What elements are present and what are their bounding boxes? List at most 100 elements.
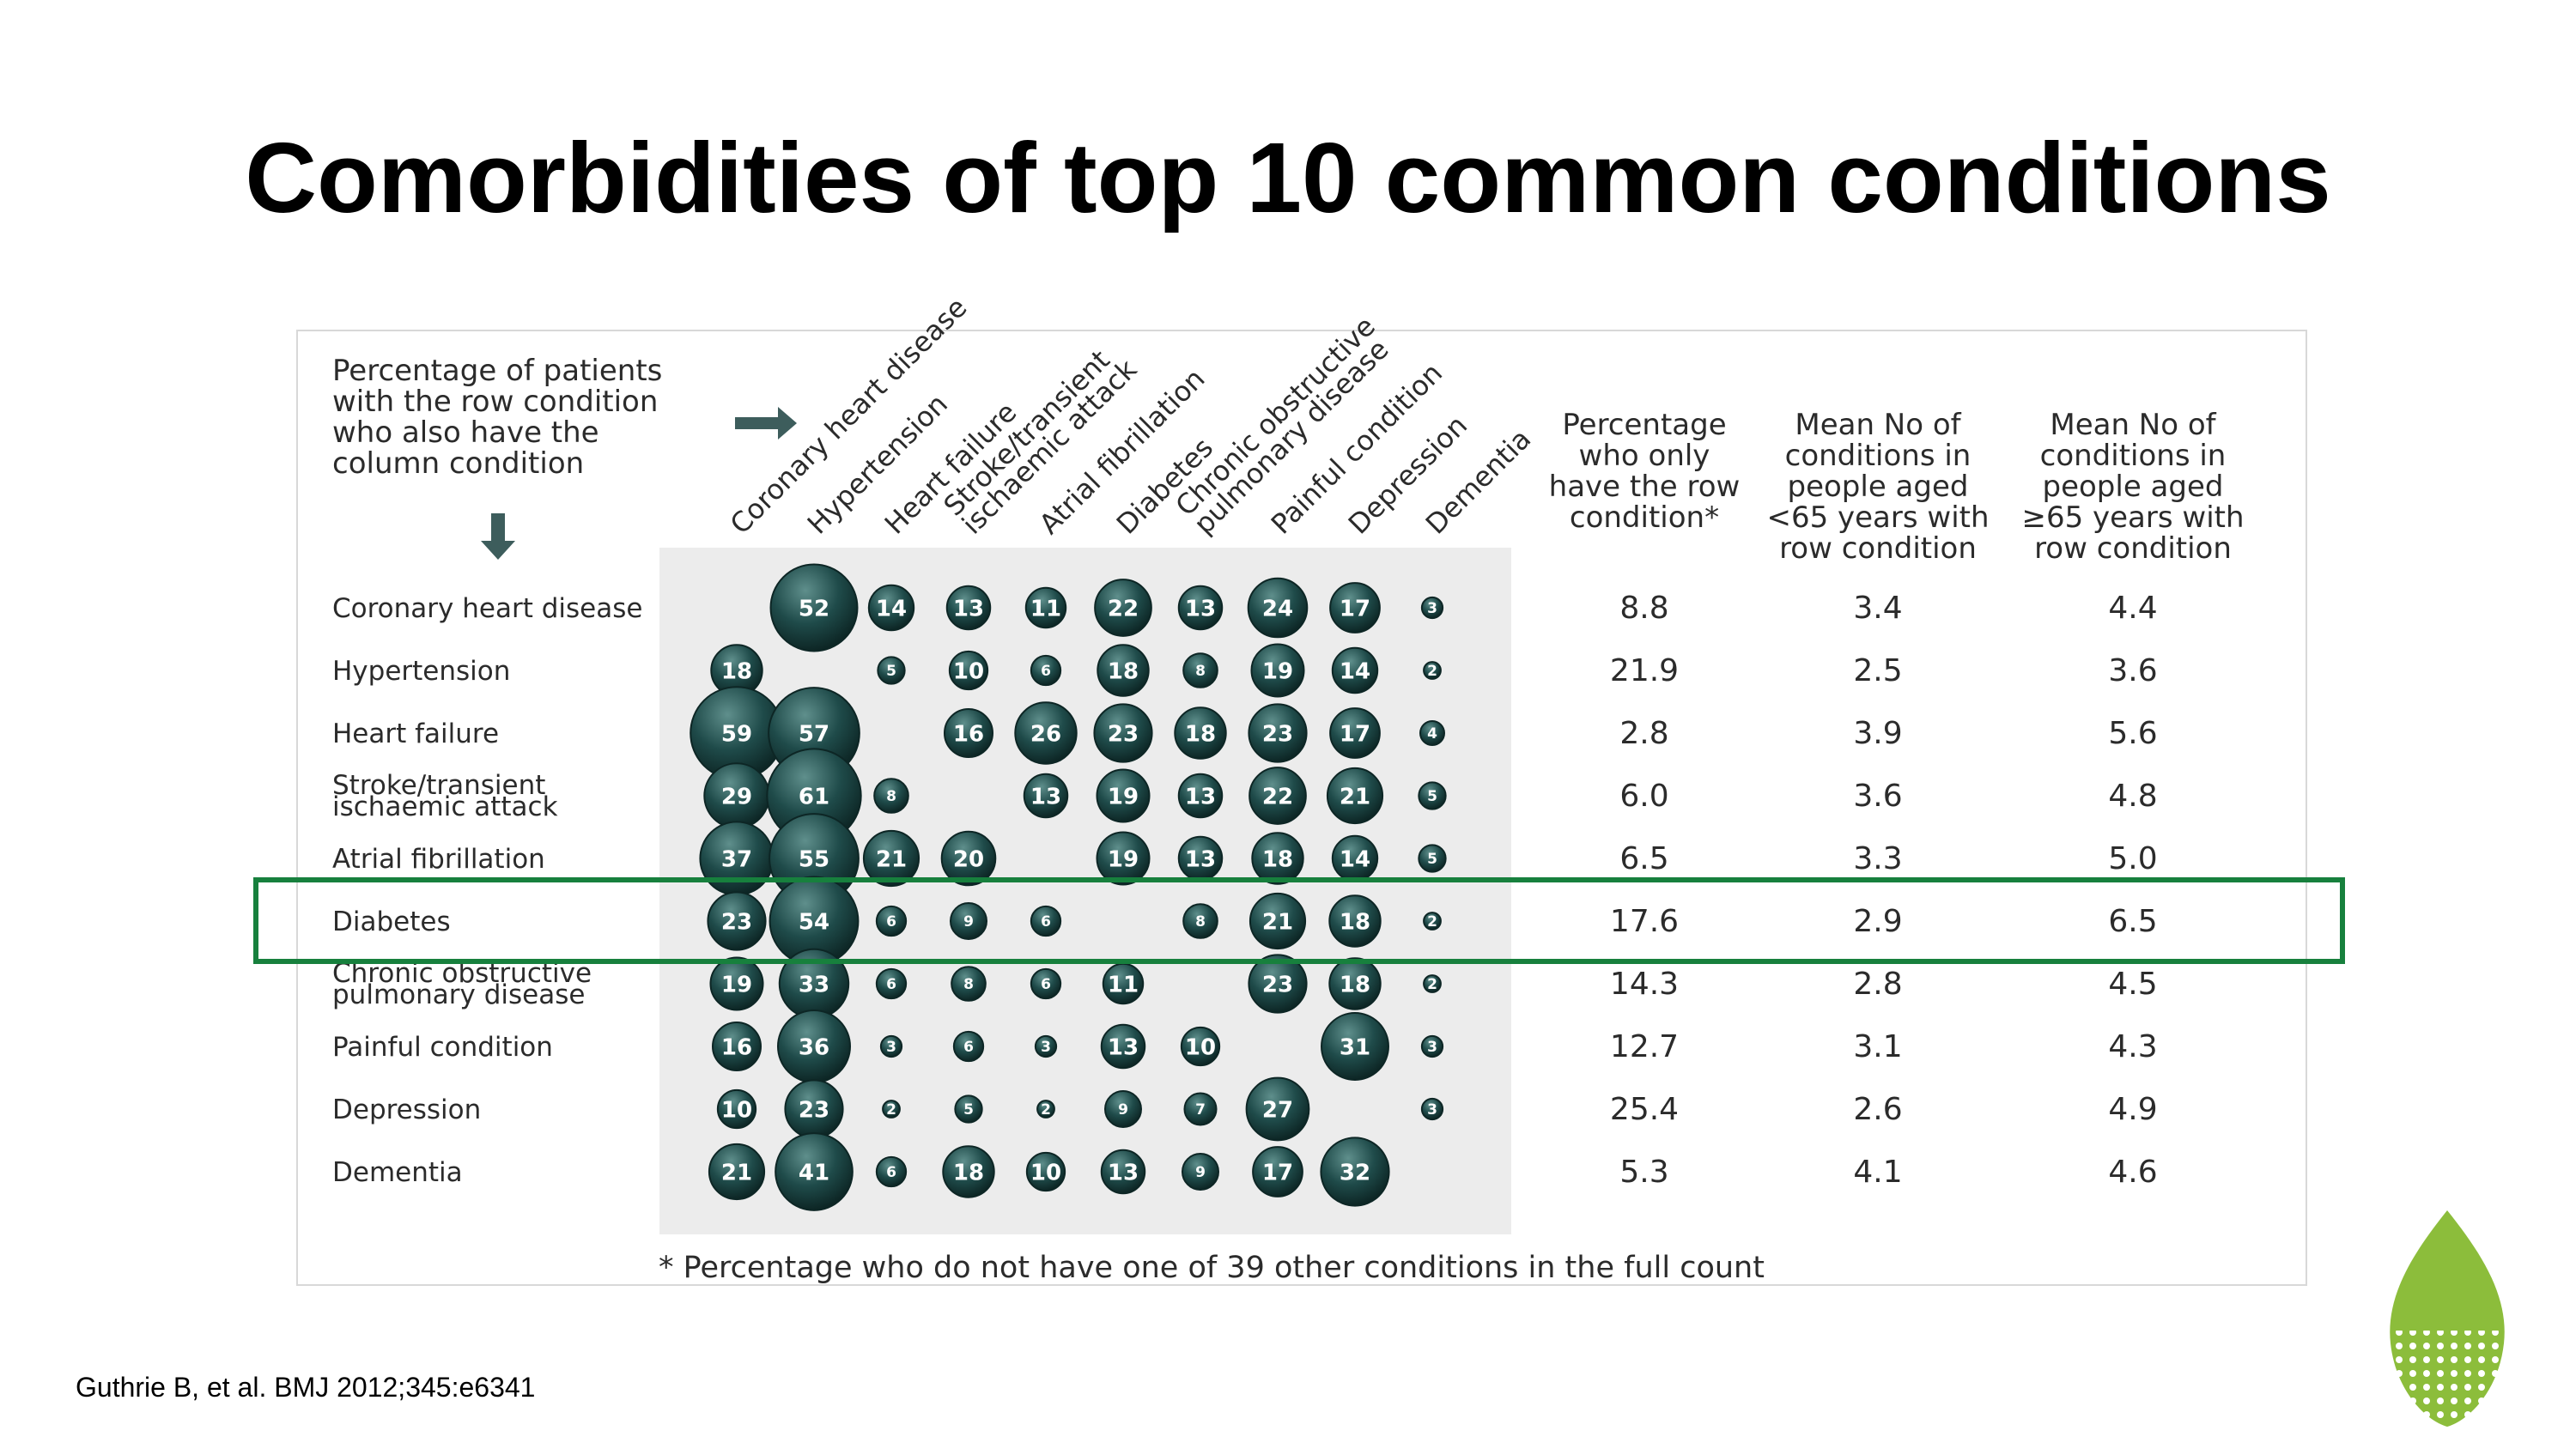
bubble-label: 52 [799,596,829,621]
bubble [951,966,987,1002]
bubble-label: 55 [799,846,829,872]
stat-value: 2.9 [1853,904,1902,939]
bubble [1420,1034,1444,1058]
stat-value: 5.3 [1619,1155,1668,1190]
bubble-label: 18 [1262,846,1293,872]
bubble-label: 16 [953,721,984,747]
stat-value: 14.3 [1610,967,1679,1002]
highlight-box [253,877,2345,964]
row-label: Painful condition [332,1032,553,1063]
bubble-label: 3 [1041,1039,1051,1056]
bubble [875,1155,908,1188]
bubble-label: 6 [886,976,896,993]
bubble [1094,579,1152,637]
stat-value: 2.6 [1853,1092,1902,1127]
bubble [877,656,906,685]
bubble-label: 17 [1340,596,1370,621]
chart-subtitle-line: who also have the [332,415,599,450]
bubble-label: 8 [886,788,896,805]
bubble-label: 10 [1030,1160,1061,1185]
leaf-icon [2390,1210,2505,1427]
bubble [775,1132,854,1211]
row-label: Stroke/transient [332,770,545,801]
bubble-label: 2 [1427,976,1437,993]
bubble-label: 3 [886,1039,896,1056]
bubble [1034,1034,1058,1058]
bubble [1030,967,1062,1000]
bubble-label: 22 [1262,784,1293,809]
bubble [707,891,767,951]
stat-value: 4.8 [2108,779,2157,814]
bubble [954,1094,983,1124]
stat-value: 12.7 [1610,1029,1679,1064]
bubble-label: 6 [963,1039,974,1056]
bubble-label: 5 [1427,788,1437,805]
stat-value: 8.8 [1619,591,1668,626]
stat-header-line: <65 years with [1766,500,1989,535]
stat-header-line: ≥65 years with [2021,500,2244,535]
stat-header-line: have the row [1549,470,1741,504]
row-label: pulmonary disease [332,979,585,1010]
stat-value: 2.5 [1853,653,1902,688]
bubble-label: 19 [1108,846,1139,872]
bubble [1320,1137,1390,1207]
bubble-label: 41 [799,1160,829,1185]
bubble [1328,957,1382,1010]
bubble-label: 8 [1195,913,1206,931]
bubble [1329,582,1381,634]
bubble-label: 54 [799,909,829,935]
bubble-label: 32 [1340,1160,1370,1185]
bubble-label: 9 [1195,1164,1206,1181]
bubble [1420,1097,1444,1121]
bubble-label: 21 [876,846,907,872]
bubble [1326,767,1384,825]
stat-value: 6.0 [1619,779,1668,814]
bubble-label: 2 [1041,1101,1051,1119]
source-citation: Guthrie B, et al. BMJ 2012;345:e6341 [76,1372,536,1403]
bubble-label: 18 [1185,721,1216,747]
stat-value: 3.1 [1853,1029,1902,1064]
bubble [879,1034,903,1058]
stat-value: 3.9 [1853,716,1902,751]
bubble-label: 18 [721,658,752,684]
stat-header-line: people aged [2043,470,2224,504]
bubble [1418,844,1447,873]
bubble-label: 13 [1108,1160,1139,1185]
bubble [1177,773,1224,819]
bubble-label: 21 [1340,784,1370,809]
stat-header-line: row condition [1779,531,1977,566]
bubble [1177,585,1224,631]
bubble [1036,1100,1055,1119]
bubble [1030,654,1062,687]
bubble-label: 31 [1340,1034,1370,1060]
bubble [1014,701,1078,765]
bubble [708,1143,766,1201]
row-label: Dementia [332,1157,463,1188]
bubble [712,1022,762,1071]
bubble-label: 6 [886,913,896,931]
stat-value: 2.8 [1619,716,1668,751]
stat-header-line: conditions in [2040,439,2227,473]
bubble [1183,1092,1218,1126]
bubble-label: 23 [1108,721,1139,747]
bubble-label: 18 [953,1160,984,1185]
bubble [875,905,908,937]
row-label: Heart failure [332,718,499,749]
bubble-label: 57 [799,721,829,747]
bubble-label: 7 [1195,1101,1206,1119]
bubble [945,585,992,631]
chart-subtitle-line: with the row condition [332,385,658,419]
bubble [1251,832,1304,885]
row-label: Coronary heart disease [332,593,642,624]
bubble [1180,1026,1221,1067]
bubble [1174,706,1227,760]
bubble [1182,903,1218,939]
bubble-label: 8 [1195,663,1206,680]
bubble [1245,1076,1310,1142]
bubble-label: 14 [876,596,907,621]
bubble-label: 9 [963,913,974,931]
stat-header-line: who only [1579,439,1710,473]
stat-value: 17.6 [1610,904,1679,939]
stat-value: 3.6 [2108,653,2157,688]
bubble [944,708,993,758]
